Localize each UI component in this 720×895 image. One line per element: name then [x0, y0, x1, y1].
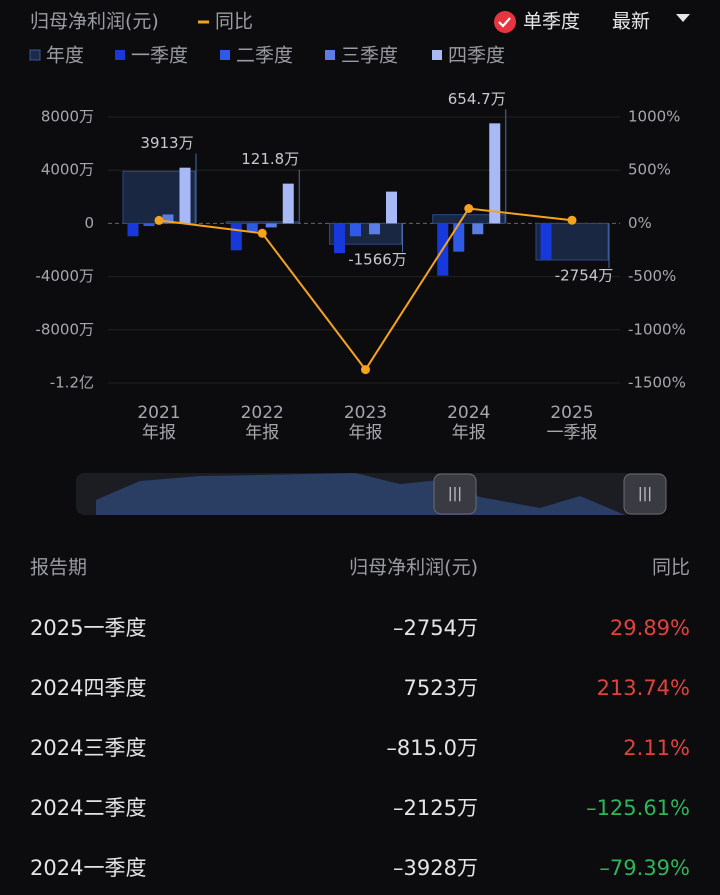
annual-bar: [329, 222, 402, 245]
mode-check[interactable]: [494, 11, 516, 33]
annual-bar: [432, 214, 506, 224]
table-cell: –79.39%: [599, 856, 690, 880]
legend-label: 二季度: [236, 45, 293, 67]
handle-grip: |||: [638, 486, 652, 502]
x-tick-label: 2025: [550, 403, 593, 423]
data-label: 121.8万: [241, 150, 299, 168]
table-header: 同比: [652, 557, 690, 579]
quarter-bar: [127, 223, 139, 237]
table-cell: 2025一季度: [30, 616, 146, 640]
table-cell: –2754万: [393, 616, 478, 640]
x-tick-label: 年报: [245, 423, 279, 443]
table-cell: 29.89%: [610, 616, 690, 640]
table-cell: 2.11%: [623, 736, 690, 760]
check-icon: [498, 17, 511, 28]
quarter-bar: [369, 223, 380, 235]
navigator: ||| |||: [76, 473, 667, 515]
navigator-preview: [96, 473, 625, 515]
yoy-point: [257, 228, 267, 238]
x-tick-label: 一季报: [547, 423, 598, 443]
y-tick-label: -4000万: [35, 267, 94, 285]
y-tick-label: -1.2亿: [50, 374, 94, 392]
legend-swatch: [220, 50, 230, 60]
legend-label: 四季度: [448, 45, 505, 67]
table-cell: 7523万: [404, 676, 478, 700]
quarter-bar: [179, 167, 191, 224]
legend-swatch: [432, 50, 442, 60]
yoy-point: [361, 365, 370, 375]
table-cell: –125.61%: [586, 796, 690, 820]
y-tick-label: 0: [84, 214, 94, 232]
data-label: -2754万: [555, 267, 614, 285]
table-header: 归母净利润(元): [349, 557, 478, 579]
legend-label: 一季度: [131, 45, 188, 67]
y2-tick-label: -1000%: [628, 320, 686, 338]
x-tick-label: 年报: [142, 423, 176, 443]
yoy-point: [464, 204, 474, 214]
data-label: -1566万: [348, 251, 407, 269]
yoy-point: [154, 215, 164, 225]
data-label: 3913万: [140, 134, 193, 152]
quarter-bar: [230, 223, 242, 251]
line-legend: 同比: [215, 11, 253, 33]
quarter-bar: [246, 223, 258, 232]
quarter-bar: [282, 183, 294, 224]
x-tick-label: 年报: [349, 423, 383, 443]
annual-bar: [225, 221, 299, 224]
table-cell: 2024二季度: [30, 796, 146, 820]
y-tick-label: -8000万: [35, 320, 94, 338]
quarter-bar: [350, 223, 361, 237]
navigator-handle[interactable]: [623, 473, 667, 515]
quarter-bar: [143, 223, 155, 227]
quarter-bar: [489, 123, 501, 224]
legend-label: 三季度: [341, 45, 398, 67]
legend-swatch: [325, 50, 335, 60]
quarter-bar: [162, 214, 174, 224]
table-cell: –815.0万: [386, 736, 478, 760]
sort-select[interactable]: 最新: [612, 11, 650, 33]
x-tick-label: 2022: [241, 403, 284, 423]
x-tick-label: 2021: [137, 403, 180, 423]
quarter-bar: [334, 223, 345, 254]
y-tick-label: 4000万: [41, 161, 94, 179]
table-header: 报告期: [30, 557, 87, 579]
table-cell: 2024一季度: [30, 856, 146, 880]
legend-swatch: [29, 49, 41, 61]
y2-tick-label: 1000%: [628, 108, 680, 126]
quarter-bar: [265, 223, 277, 228]
chart-title: 归母净利润(元): [30, 11, 159, 33]
legend-swatch: [115, 50, 125, 60]
yoy-point: [567, 215, 577, 225]
quarter-bar: [540, 223, 552, 261]
data-label: 654.7万: [448, 90, 506, 108]
legend-label: 年度: [46, 45, 84, 67]
quarter-bar: [386, 191, 397, 224]
table-cell: 2024三季度: [30, 736, 146, 760]
y2-tick-label: -1500%: [628, 374, 686, 392]
table-cell: –2125万: [393, 796, 478, 820]
y-tick-label: 8000万: [41, 108, 94, 126]
table-cell: 2024四季度: [30, 676, 146, 700]
x-tick-label: 2023: [344, 403, 387, 423]
quarter-bar: [472, 223, 484, 235]
y2-tick-label: 0%: [628, 214, 652, 232]
quarter-bar: [453, 223, 465, 252]
handle-grip: |||: [448, 486, 462, 502]
dropdown-arrow[interactable]: [676, 14, 690, 22]
table-cell: 213.74%: [597, 676, 690, 700]
navigator-handle[interactable]: [433, 473, 477, 515]
y2-tick-label: -500%: [628, 267, 676, 285]
table-cell: –3928万: [393, 856, 478, 880]
x-tick-label: 2024: [447, 403, 490, 423]
y2-tick-label: 500%: [628, 161, 671, 179]
mode-toggle[interactable]: 单季度: [523, 11, 580, 33]
x-tick-label: 年报: [452, 423, 486, 443]
